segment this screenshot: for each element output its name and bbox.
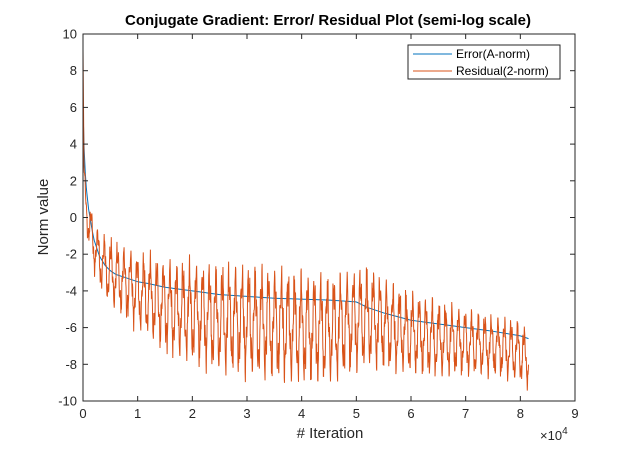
legend-label-error: Error(A-norm) <box>456 47 530 61</box>
legend-box <box>407 44 561 80</box>
y-tick-label: 2 <box>70 173 77 188</box>
series-layer <box>83 48 530 391</box>
y-tick-label: 6 <box>70 100 77 115</box>
chart-title: Conjugate Gradient: Error/ Residual Plot… <box>125 12 531 29</box>
plot-area <box>83 34 575 401</box>
y-tick-label: 10 <box>63 27 77 42</box>
x-tick-label: 7 <box>462 406 469 421</box>
x-tick-label: 9 <box>571 406 578 421</box>
legend-label-residual: Residual(2-norm) <box>456 64 549 78</box>
x-axis-ticks: 0 1 2 3 4 5 6 7 8 9 <box>79 34 579 421</box>
y-tick-label: -2 <box>65 247 77 262</box>
y-tick-label: -8 <box>65 357 77 372</box>
x-tick-label: 1 <box>134 406 141 421</box>
legend: Error(A-norm) Residual(2-norm) <box>407 44 561 80</box>
x-exponent-label: ×104 <box>540 426 568 443</box>
y-axis-label: Norm value <box>35 179 52 256</box>
x-tick-label: 5 <box>353 406 360 421</box>
y-tick-label: 0 <box>70 210 77 225</box>
x-tick-label: 3 <box>243 406 250 421</box>
x-axis-label: # Iteration <box>297 425 364 442</box>
y-tick-label: -10 <box>58 394 77 409</box>
x-tick-label: 2 <box>189 406 196 421</box>
y-tick-label: -4 <box>65 283 77 298</box>
series-line-residual <box>83 48 530 391</box>
y-tick-label: 4 <box>70 137 77 152</box>
x-tick-label: 4 <box>298 406 305 421</box>
x-exponent-base: ×10 <box>540 428 562 443</box>
y-tick-label: 8 <box>70 63 77 78</box>
x-tick-label: 0 <box>79 406 86 421</box>
x-exponent-power: 4 <box>562 426 568 437</box>
y-tick-label: -6 <box>65 320 77 335</box>
x-tick-label: 6 <box>407 406 414 421</box>
x-tick-label: 8 <box>517 406 524 421</box>
series-line-error <box>83 107 529 340</box>
y-axis-ticks: -10 -8 -6 -4 -2 0 2 4 6 8 10 <box>58 27 575 409</box>
